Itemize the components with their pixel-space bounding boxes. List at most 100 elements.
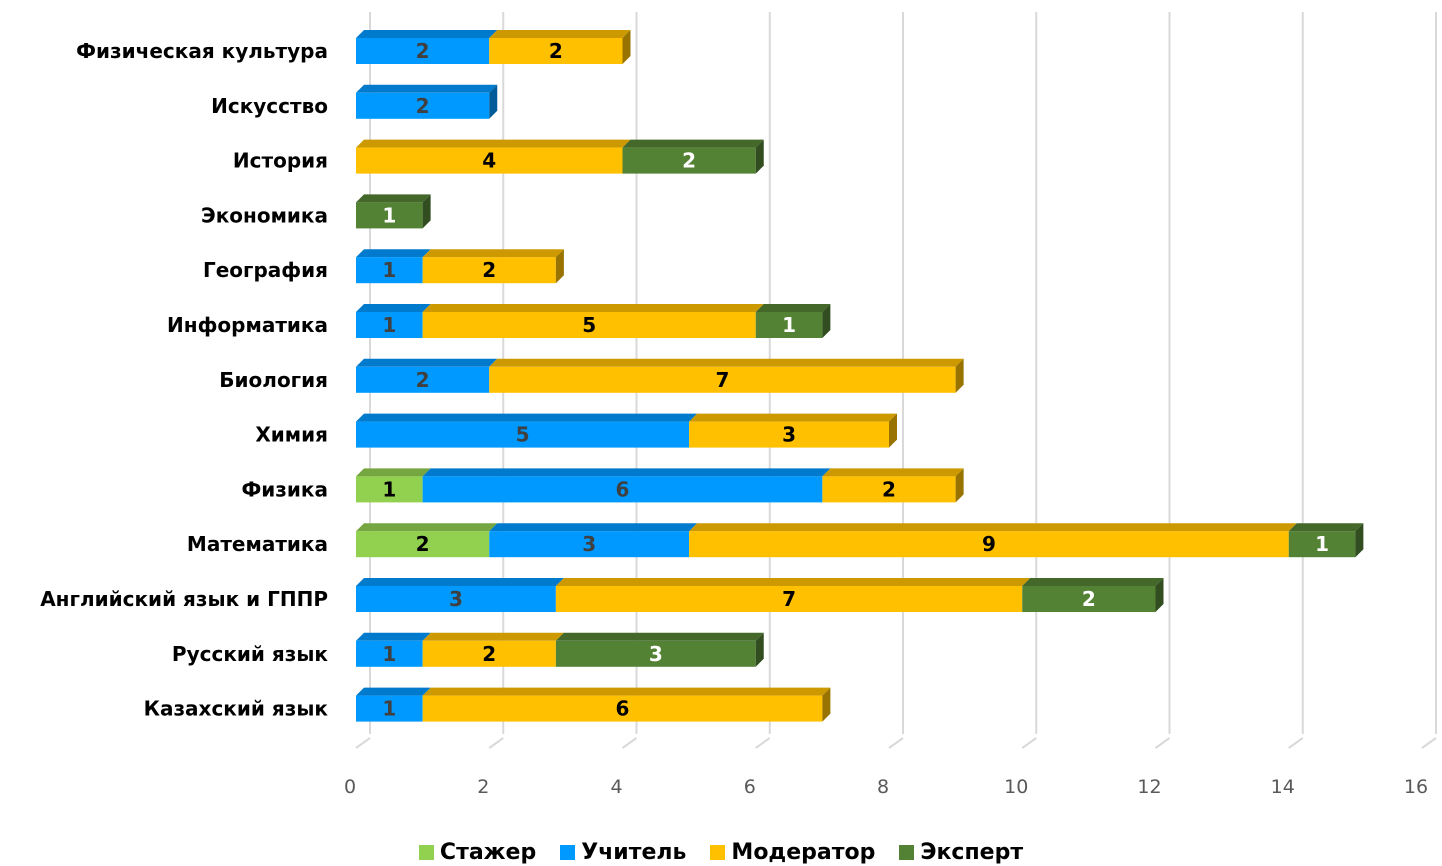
data-label: 6 <box>616 697 630 721</box>
bar-segment-top <box>356 249 431 258</box>
bar-segment-top <box>422 304 764 312</box>
stacked-bar-chart: 2 224 211 21 5 12 75 31 6 22 3 9 13 7 21 2 31 6 Физическа… <box>40 12 1437 798</box>
bar-segment-top <box>822 468 964 477</box>
x-tick-label: 6 <box>744 776 756 798</box>
bar-segment <box>356 366 490 393</box>
gridline-foot <box>755 737 771 749</box>
legend-item: Модератор <box>710 840 875 865</box>
bar-segment-top <box>356 139 631 148</box>
bar-segment-top <box>356 304 431 312</box>
bar-segment <box>356 202 423 229</box>
bar-side <box>489 84 498 119</box>
bar-segment <box>356 312 423 338</box>
bar-side <box>889 413 897 448</box>
legend-label: Стажер <box>439 839 537 865</box>
data-label: 1 <box>382 697 396 721</box>
data-label: 7 <box>782 587 796 611</box>
x-tick-label: 16 <box>1404 776 1428 798</box>
bar-segment <box>1288 531 1356 558</box>
bar-segment-top <box>489 358 964 367</box>
bar-segment <box>422 695 823 722</box>
bar-segment <box>356 257 423 284</box>
gridline-foot <box>621 737 638 749</box>
x-tick-label: 10 <box>1004 776 1028 798</box>
data-label: 1 <box>382 258 396 282</box>
x-tick-label: 4 <box>610 776 622 798</box>
category-label: Физическая культура <box>76 39 328 63</box>
data-label: 2 <box>882 477 896 501</box>
bar-segment-top <box>356 413 698 422</box>
bar-segment-top <box>422 632 564 641</box>
bar-segment-top <box>555 578 1031 586</box>
bar-segment <box>356 531 490 558</box>
bar-side <box>822 687 831 722</box>
bar-segment-top <box>356 30 498 38</box>
bar-segment <box>356 640 423 667</box>
legend-label: Эксперт <box>920 839 1024 865</box>
bar-segment <box>422 640 556 667</box>
legend-item: Эксперт <box>899 840 1023 865</box>
data-label: 5 <box>516 423 530 447</box>
legend-swatch <box>899 844 915 860</box>
data-label: 2 <box>416 532 430 556</box>
legend-label: Учитель <box>581 839 687 865</box>
bar-segment-top <box>356 468 431 477</box>
bar-side <box>822 304 831 338</box>
bar-segment-top <box>1022 578 1164 586</box>
data-label: 1 <box>1315 532 1329 556</box>
data-label: 1 <box>382 642 396 666</box>
bar-segment-top <box>356 358 498 367</box>
bar-segment-top <box>489 30 631 38</box>
category-label: Математика <box>187 532 328 556</box>
data-label: 3 <box>582 532 596 556</box>
bar-segment-top <box>622 139 764 148</box>
bar-segment <box>822 476 956 503</box>
bar-segment-top <box>356 632 431 641</box>
bar-segment-top <box>356 578 564 586</box>
bar-side <box>755 139 764 174</box>
bar-segment-top <box>489 523 698 532</box>
bar-segment <box>356 147 623 174</box>
data-label: 3 <box>649 642 663 666</box>
bar-segment <box>422 476 823 503</box>
bar-segment-top <box>555 632 764 641</box>
data-label: 3 <box>782 423 796 447</box>
bar-segment <box>356 38 490 64</box>
category-label: Экономика <box>201 203 328 227</box>
bar-segment-top <box>689 413 897 422</box>
bar-segment-top <box>356 84 498 93</box>
bar-segment <box>1022 586 1156 612</box>
category-label: Русский язык <box>172 642 329 666</box>
legend-swatch <box>418 844 434 860</box>
bar-segment <box>356 476 423 503</box>
bar-side <box>1355 523 1364 558</box>
data-label: 3 <box>449 587 463 611</box>
data-label: 2 <box>416 368 430 392</box>
category-label: Биология <box>219 368 328 392</box>
legend-swatch <box>560 844 576 860</box>
gridline-foot <box>1421 737 1437 749</box>
data-label: 1 <box>382 203 396 227</box>
bar-segment <box>356 695 423 722</box>
bar-segment-top <box>755 304 831 312</box>
x-tick-label: 0 <box>344 776 356 798</box>
data-label: 2 <box>549 39 563 63</box>
x-tick-label: 12 <box>1137 776 1161 798</box>
data-label: 4 <box>482 149 496 173</box>
bar-side <box>422 194 431 229</box>
bar-segment <box>489 531 690 558</box>
data-label: 1 <box>382 477 396 501</box>
bar-side <box>555 249 564 284</box>
x-tick-label: 14 <box>1271 776 1295 798</box>
bar-segment <box>755 312 823 338</box>
data-label: 2 <box>1082 587 1096 611</box>
bar-side <box>955 468 964 503</box>
bar-segment <box>356 92 490 119</box>
bar-segment-top <box>689 523 1297 532</box>
category-label: Искусство <box>211 94 328 118</box>
category-label: История <box>233 149 328 173</box>
legend-swatch <box>710 844 726 860</box>
bar-segment <box>689 531 1289 558</box>
bar-segment <box>422 257 556 284</box>
bar-side <box>622 30 631 64</box>
